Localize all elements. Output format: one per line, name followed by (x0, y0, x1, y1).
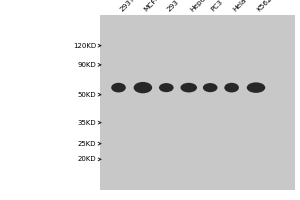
Text: MCF-7: MCF-7 (143, 0, 163, 13)
Ellipse shape (224, 83, 239, 92)
Ellipse shape (111, 83, 126, 92)
Text: 20KD: 20KD (77, 156, 96, 162)
Text: K562: K562 (256, 0, 273, 13)
Text: 293T: 293T (118, 0, 136, 13)
Text: PC3: PC3 (210, 0, 224, 13)
Text: 120KD: 120KD (73, 43, 96, 49)
Ellipse shape (159, 83, 174, 92)
Text: 35KD: 35KD (77, 120, 96, 126)
Text: Hela: Hela (232, 0, 247, 13)
Ellipse shape (247, 82, 265, 93)
Bar (100, 15, 295, 190)
Ellipse shape (134, 82, 152, 93)
Text: HepG2: HepG2 (189, 0, 211, 13)
Text: 50KD: 50KD (77, 92, 96, 98)
Text: 25KD: 25KD (77, 141, 96, 147)
Text: 90KD: 90KD (77, 62, 96, 68)
Text: 293: 293 (166, 0, 180, 13)
Ellipse shape (180, 83, 197, 92)
Ellipse shape (203, 83, 218, 92)
